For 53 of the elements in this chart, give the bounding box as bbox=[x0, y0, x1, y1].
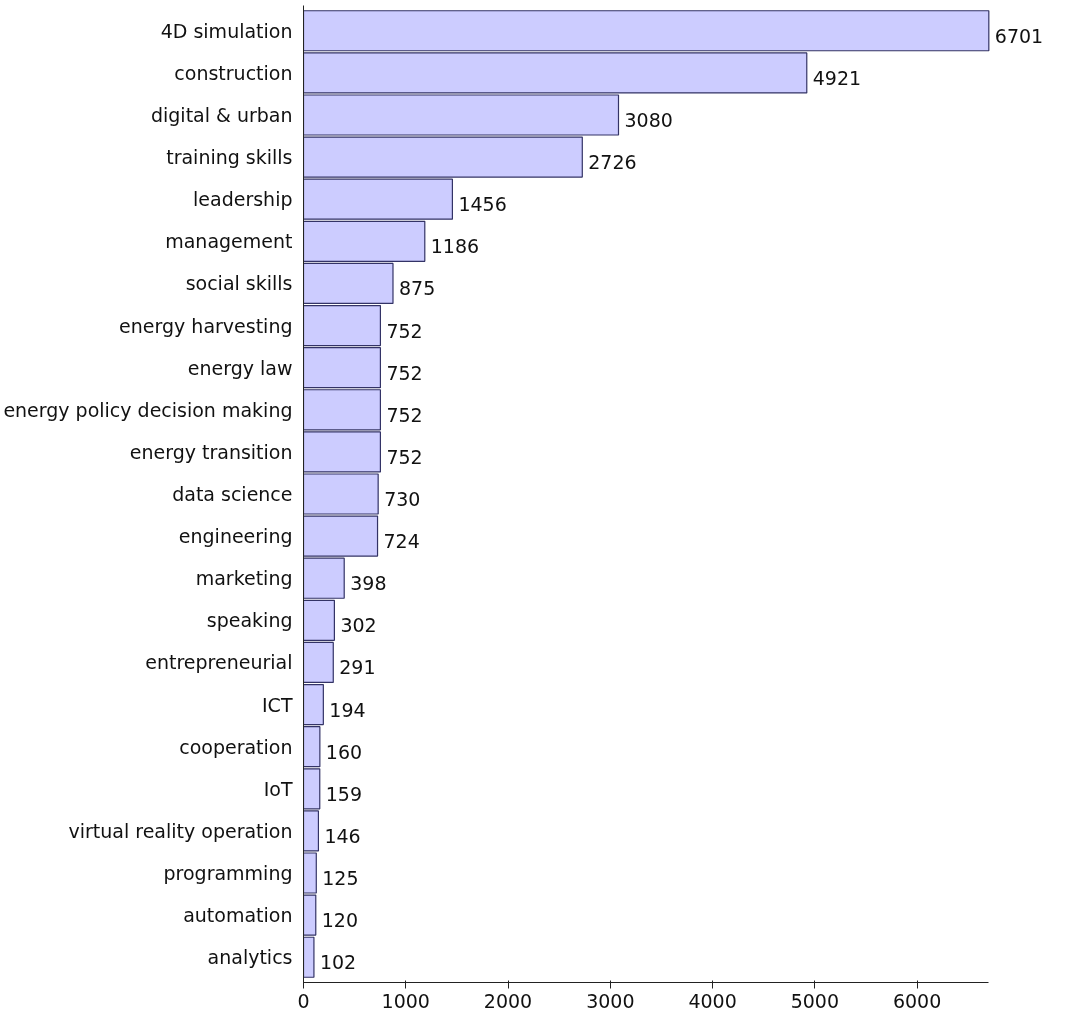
y-tick-label: 4D simulation bbox=[160, 19, 293, 42]
data-label: 4921 bbox=[812, 66, 862, 89]
data-label: 730 bbox=[384, 488, 421, 510]
y-tick-label: speaking bbox=[206, 609, 293, 632]
data-label: 752 bbox=[386, 403, 423, 426]
y-tick-label: energy policy decision making bbox=[3, 398, 293, 421]
data-label: 6701 bbox=[994, 24, 1044, 47]
y-tick-label: energy law bbox=[187, 356, 293, 379]
y-tick-label: leadership bbox=[193, 188, 293, 211]
data-label: 102 bbox=[319, 951, 357, 974]
y-tick-label: energy transition bbox=[129, 440, 293, 463]
data-label: 160 bbox=[325, 740, 363, 763]
data-label: 724 bbox=[383, 530, 420, 553]
y-tick-label: social skills bbox=[185, 272, 293, 295]
data-label: 1456 bbox=[458, 193, 507, 216]
data-label: 2726 bbox=[588, 151, 637, 174]
y-tick-label: entrepreneurial bbox=[145, 651, 293, 674]
y-tick-label: cooperation bbox=[179, 735, 293, 758]
x-tick-label: 3000 bbox=[586, 989, 635, 1012]
data-label: 146 bbox=[324, 824, 361, 847]
x-tick-label: 2000 bbox=[483, 989, 533, 1012]
x-tick-label: 1000 bbox=[381, 989, 430, 1012]
x-tick-label: 4000 bbox=[688, 989, 737, 1012]
y-tick-label: analytics bbox=[207, 946, 293, 969]
data-label: 398 bbox=[350, 572, 387, 595]
data-label: 291 bbox=[339, 656, 376, 679]
data-label: 3080 bbox=[624, 108, 673, 131]
y-tick-label: automation bbox=[183, 904, 293, 927]
data-label: 302 bbox=[340, 614, 377, 637]
x-tick-label: 0 bbox=[297, 989, 310, 1012]
y-tick-label: IoT bbox=[263, 777, 293, 800]
y-tick-label: programming bbox=[163, 862, 293, 885]
data-label: 159 bbox=[325, 782, 363, 805]
data-label: 1186 bbox=[430, 235, 480, 258]
y-tick-label: virtual reality operation bbox=[68, 819, 293, 842]
data-label: 752 bbox=[386, 319, 423, 342]
data-label: 120 bbox=[321, 909, 359, 932]
data-label: 125 bbox=[322, 867, 359, 890]
y-tick-label: data science bbox=[172, 483, 293, 505]
y-tick-label: engineering bbox=[178, 525, 293, 548]
data-label: 194 bbox=[329, 698, 366, 721]
data-label: 752 bbox=[386, 361, 423, 384]
y-tick-label: ICT bbox=[262, 693, 293, 716]
y-tick-label: training skills bbox=[166, 146, 293, 169]
y-tick-label: energy harvesting bbox=[119, 314, 293, 337]
y-tick-label: marketing bbox=[195, 567, 293, 590]
y-tick-label: digital & urban bbox=[150, 103, 293, 126]
x-tick-label: 6000 bbox=[892, 989, 942, 1012]
data-label: 752 bbox=[386, 445, 423, 468]
y-tick-label: management bbox=[165, 230, 293, 253]
data-label: 875 bbox=[398, 277, 436, 300]
x-tick-label: 5000 bbox=[790, 989, 840, 1012]
y-tick-label: construction bbox=[174, 61, 293, 84]
